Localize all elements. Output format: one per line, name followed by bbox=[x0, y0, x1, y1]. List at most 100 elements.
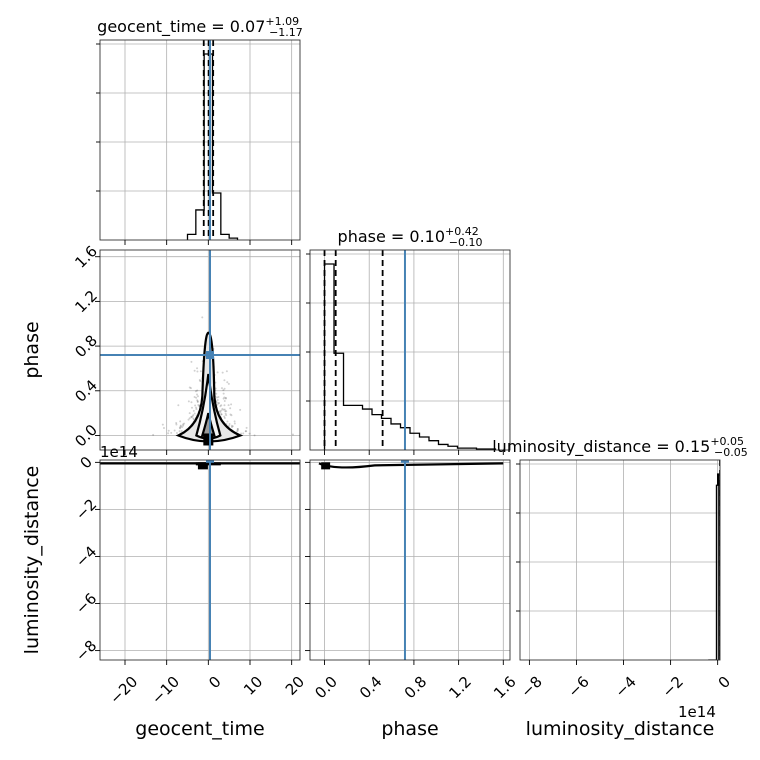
scatter-point bbox=[220, 413, 223, 416]
scatter-point bbox=[224, 396, 227, 399]
scatter-point bbox=[236, 427, 239, 430]
x-tick-label: 0.4 bbox=[356, 673, 386, 703]
grid-lines bbox=[520, 460, 720, 660]
scatter-point bbox=[177, 404, 180, 407]
y-tick-label: 0.8 bbox=[71, 331, 101, 361]
x-tick-label: −4 bbox=[612, 673, 640, 701]
scatter-point bbox=[233, 420, 236, 423]
x-tick-label: −6 bbox=[564, 673, 592, 701]
scatter-point bbox=[223, 396, 226, 399]
scatter-point bbox=[223, 379, 226, 382]
offset-label-x: 1e14 bbox=[678, 703, 716, 721]
panel-luminosity_distance-geocent_time bbox=[99, 459, 301, 661]
scatter-point bbox=[245, 430, 248, 433]
scatter-point bbox=[224, 410, 227, 413]
panel-frame bbox=[309, 249, 511, 451]
scatter-point bbox=[196, 393, 199, 396]
scatter-point bbox=[220, 413, 223, 416]
x-axis-label-geocent_time: geocent_time bbox=[135, 718, 264, 740]
x-tick-label: 20 bbox=[282, 673, 308, 699]
scatter-point bbox=[190, 416, 193, 419]
scatter-point bbox=[227, 382, 230, 385]
scatter-point bbox=[189, 387, 192, 390]
scatter-point bbox=[187, 400, 190, 403]
scatter-point bbox=[195, 406, 198, 409]
scatter-point bbox=[201, 316, 204, 319]
title-plus: +1.09 bbox=[265, 15, 299, 28]
x-tick-label: −8 bbox=[517, 673, 545, 701]
scatter-point bbox=[224, 412, 227, 415]
scatter-point bbox=[226, 420, 229, 423]
scatter-point bbox=[239, 408, 242, 411]
offset-label-y: 1e14 bbox=[100, 443, 138, 461]
scatter-point bbox=[167, 432, 170, 435]
scatter-point bbox=[190, 401, 193, 404]
y-tick-label: −8 bbox=[72, 637, 100, 665]
title-luminosity_distance: luminosity_distance = 0.15+0.05 −0.05 bbox=[492, 435, 748, 459]
density-peak bbox=[203, 433, 214, 446]
panel-frame bbox=[309, 459, 511, 661]
scatter-point bbox=[194, 404, 197, 407]
y-tick-label: −4 bbox=[72, 542, 100, 570]
scatter-point bbox=[225, 370, 228, 373]
scatter-point bbox=[220, 404, 223, 407]
scatter-point bbox=[221, 407, 224, 410]
title-main: phase = 0.10 bbox=[338, 227, 445, 246]
scatter-point bbox=[229, 413, 232, 416]
scatter-point bbox=[230, 403, 233, 406]
y-tick-label: 0.4 bbox=[71, 376, 101, 406]
scatter-point bbox=[223, 387, 226, 390]
scatter-point bbox=[193, 412, 196, 415]
panel-geocent_time-geocent_time bbox=[99, 39, 301, 241]
panel-frame bbox=[519, 459, 721, 661]
title-phase: phase = 0.10+0.42 −0.10 bbox=[338, 225, 483, 249]
scatter-point bbox=[219, 405, 222, 408]
scatter-point bbox=[217, 402, 220, 405]
scatter-point bbox=[220, 387, 223, 390]
scatter-point bbox=[188, 417, 191, 420]
grid-lines bbox=[310, 460, 510, 660]
scatter-point bbox=[190, 415, 193, 418]
y-axis-label-phase: phase bbox=[21, 321, 43, 378]
contour-inner bbox=[200, 412, 216, 437]
scatter-point bbox=[195, 408, 198, 411]
scatter-point bbox=[152, 433, 155, 436]
panel-frame bbox=[99, 459, 301, 661]
histogram-phase bbox=[323, 263, 497, 450]
x-tick-label: 0 bbox=[205, 673, 224, 692]
scatter-point bbox=[291, 433, 294, 436]
y-tick-label: 1.2 bbox=[71, 287, 101, 317]
truth-marker bbox=[206, 460, 214, 463]
y-axis-label-luminosity_distance: luminosity_distance bbox=[21, 466, 43, 655]
scatter-point bbox=[215, 392, 218, 395]
x-tick-label: 1.6 bbox=[490, 673, 520, 703]
scatter-point bbox=[240, 432, 243, 435]
x-tick-label: 0 bbox=[715, 673, 734, 692]
scatter-point bbox=[183, 422, 186, 425]
scatter-point bbox=[182, 423, 185, 426]
scatter-point bbox=[190, 360, 193, 363]
scatter-point bbox=[181, 426, 184, 429]
panel-frame bbox=[99, 249, 301, 451]
scatter-point bbox=[193, 395, 196, 398]
y-tick-label: 0 bbox=[76, 453, 95, 472]
x-tick-label: −10 bbox=[148, 673, 183, 708]
panel-phase-geocent_time bbox=[99, 249, 301, 451]
scatter-point bbox=[236, 428, 239, 431]
scatter-point bbox=[198, 378, 201, 381]
y-tick-label: 0.0 bbox=[71, 421, 101, 451]
scatter-point bbox=[178, 430, 181, 433]
scatter-point bbox=[196, 401, 199, 404]
panel-luminosity_distance-luminosity_distance bbox=[519, 459, 721, 661]
scatter-point bbox=[195, 396, 198, 399]
scatter-point bbox=[242, 432, 245, 435]
scatter-point bbox=[221, 371, 224, 374]
panel-content bbox=[100, 40, 300, 240]
scatter-point bbox=[220, 409, 223, 412]
scatter-point bbox=[191, 415, 194, 418]
scatter-point bbox=[182, 424, 185, 427]
x-axis-label-luminosity_distance: luminosity_distance bbox=[526, 718, 715, 740]
panel-content bbox=[100, 460, 300, 660]
scatter-point bbox=[187, 418, 190, 421]
